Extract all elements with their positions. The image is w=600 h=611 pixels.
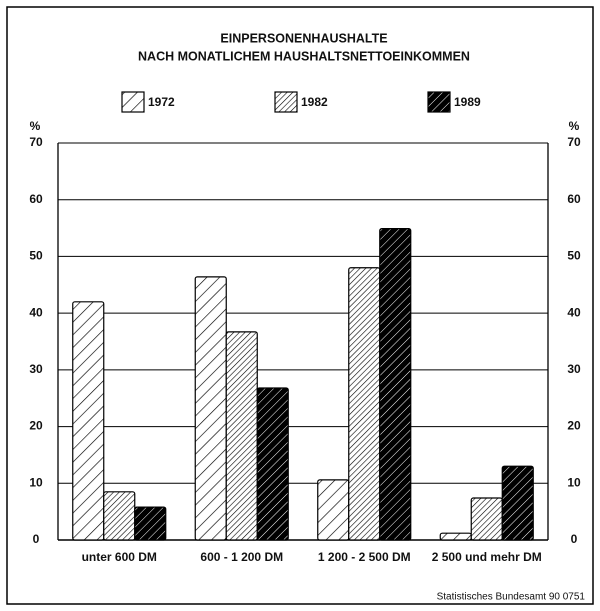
y-tick-label: 0 [33,532,40,546]
legend-label: 1989 [454,95,481,109]
chart-title: EINPERSONENHAUSHALTE [220,31,387,45]
legend-label: 1972 [148,95,175,109]
bar [379,228,412,541]
bar [103,491,136,541]
x-tick-label: 600 - 1 200 DM [200,550,283,564]
legend-label: 1982 [301,95,328,109]
y2-tick-label: 60 [567,192,581,206]
bar [439,532,472,541]
bar [317,479,350,541]
legend-swatch [274,91,298,113]
y-tick-label: 30 [29,362,43,376]
legend-swatch [427,91,451,113]
bar [225,331,258,541]
bar [194,276,227,541]
y2-tick-label: 40 [567,305,581,319]
bar [501,465,534,541]
x-tick-label: 2 500 und mehr DM [432,550,542,564]
y2-tick-label: 0 [571,532,578,546]
y-tick-label: 70 [29,135,43,149]
y2-tick-label: 30 [567,362,581,376]
y-unit: % [30,119,41,133]
bar [72,301,105,541]
y2-tick-label: 70 [567,135,581,149]
y2-tick-label: 50 [567,249,581,263]
bar [134,506,167,541]
y-tick-label: 40 [29,305,43,319]
frame [6,6,594,605]
y-tick-label: 60 [29,192,43,206]
y2-tick-label: 20 [567,419,581,433]
y-tick-label: 20 [29,419,43,433]
source: Statistisches Bundesamt 90 0751 [437,592,586,603]
y-tick-label: 10 [29,475,43,489]
bar [256,387,289,541]
bar [470,497,503,541]
y-tick-label: 50 [29,249,43,263]
legend-swatch [121,91,145,113]
bar [348,267,381,541]
y2-unit: % [569,119,580,133]
x-tick-label: unter 600 DM [82,550,157,564]
chart-title: NACH MONATLICHEM HAUSHALTSNETTOEINKOMMEN [138,49,470,63]
y2-tick-label: 10 [567,475,581,489]
x-tick-label: 1 200 - 2 500 DM [318,550,411,564]
